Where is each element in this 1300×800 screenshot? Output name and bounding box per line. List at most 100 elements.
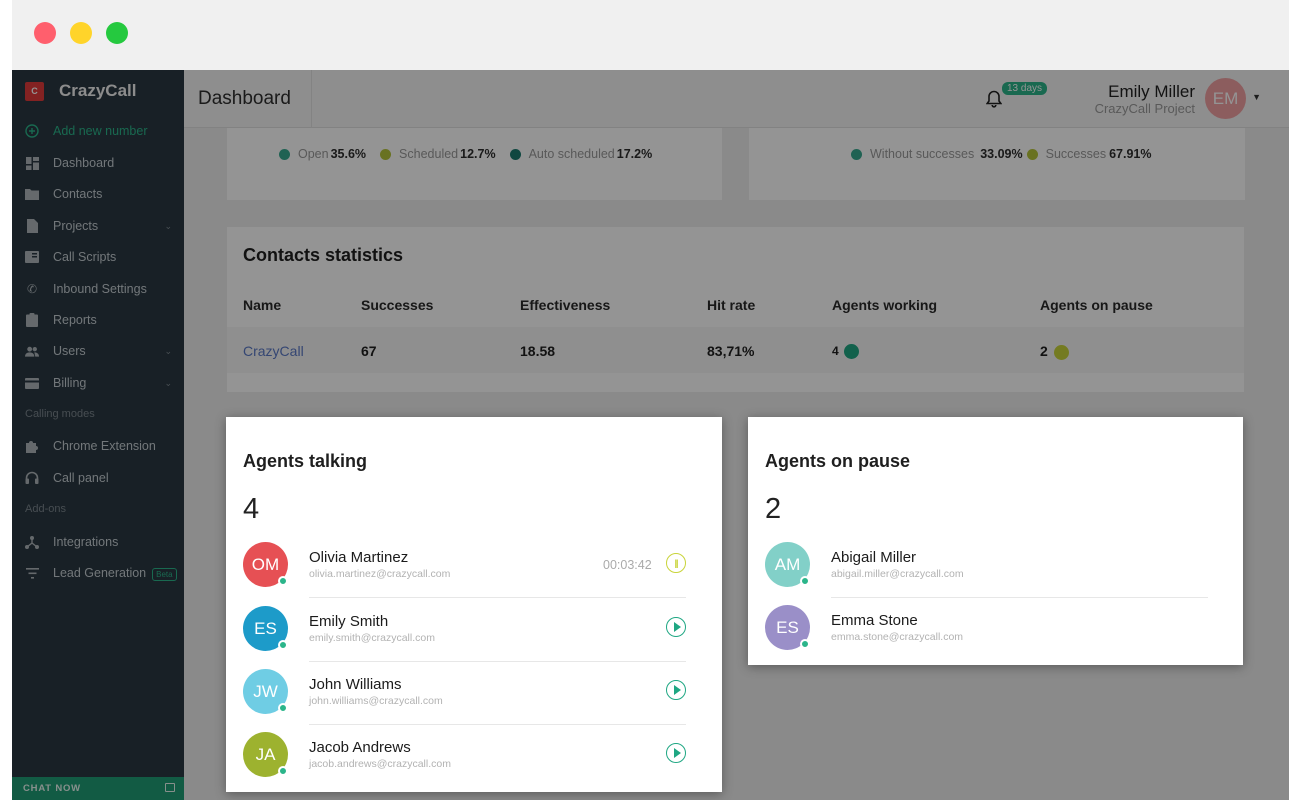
agent-email: emily.smith@crazycall.com — [309, 632, 435, 644]
list-item: ES Emma Stone emma.stone@crazycall.com — [748, 605, 1243, 668]
agents-on-pause-count: 2 — [765, 493, 782, 525]
maximize-window-button[interactable] — [106, 22, 128, 44]
user-name[interactable]: Emily Miller — [1108, 82, 1195, 101]
chat-now-label: CHAT NOW — [23, 783, 81, 794]
agent-email: olivia.martinez@crazycall.com — [309, 568, 451, 580]
legend-dot-auto-scheduled — [509, 148, 521, 160]
sidebar-item-call-panel[interactable]: Call panel — [12, 464, 184, 492]
add-new-number-button[interactable]: Add new number — [12, 117, 184, 145]
sidebar-item-label: Chrome Extension — [53, 439, 156, 453]
sidebar-item-label: Inbound Settings — [53, 282, 147, 296]
cell-hit-rate: 83,71% — [707, 343, 755, 359]
list-item: ES Emily Smith emily.smith@crazycall.com — [226, 606, 721, 669]
sidebar-item-label: Billing — [53, 376, 87, 390]
page-title: Dashboard — [198, 88, 291, 109]
online-status-dot — [278, 640, 288, 650]
sidebar-item-users[interactable]: Users ⌄ — [12, 337, 184, 365]
legend-dot-open — [279, 148, 290, 160]
divider — [311, 70, 312, 128]
success-legend: Without successes 33.09% Successes 67.91… — [851, 147, 1165, 161]
section-label-calling-modes: Calling modes — [25, 408, 95, 420]
chat-window-icon — [165, 783, 175, 792]
puzzle-icon — [25, 439, 39, 453]
status-chart-card — [227, 128, 722, 200]
integrations-icon — [25, 535, 39, 549]
agents-talking-card: Agents talking 4 OM Olivia Martinez oliv… — [226, 417, 722, 792]
sidebar-item-chrome-extension[interactable]: Chrome Extension — [12, 432, 184, 460]
agent-email: emma.stone@crazycall.com — [831, 631, 964, 643]
agent-name: Abigail Miller — [831, 549, 917, 566]
dashboard-icon — [25, 156, 39, 170]
column-header-agents-working: Agents working — [832, 297, 938, 313]
brand-name: CrazyCall — [59, 81, 137, 100]
window-titlebar — [12, 0, 1289, 70]
agent-email: jacob.andrews@crazycall.com — [309, 758, 451, 770]
online-status-dot — [278, 703, 288, 713]
sidebar-item-call-scripts[interactable]: Call Scripts — [12, 243, 184, 271]
list-item: OM Olivia Martinez olivia.martinez@crazy… — [226, 542, 721, 605]
user-project: CrazyCall Project — [1094, 101, 1195, 116]
online-status-dot — [800, 576, 810, 586]
column-header-successes: Successes — [361, 297, 434, 313]
sidebar-item-label: Projects — [53, 219, 99, 233]
sidebar-item-label: Dashboard — [53, 156, 115, 170]
sidebar-item-dashboard[interactable]: Dashboard — [12, 149, 184, 177]
table-row — [227, 327, 1244, 373]
headset-icon — [25, 471, 39, 485]
sidebar-item-reports[interactable]: Reports — [12, 306, 184, 334]
bell-icon[interactable] — [985, 90, 1003, 108]
list-item: JW John Williams john.williams@crazycall… — [226, 669, 721, 732]
column-header-agents-on-pause: Agents on pause — [1040, 297, 1153, 313]
section-label-add-ons: Add-ons — [25, 503, 66, 515]
sidebar-item-contacts[interactable]: Contacts — [12, 180, 184, 208]
sidebar-item-lead-generation[interactable]: Lead Generation Beta — [12, 559, 184, 587]
play-icon[interactable] — [666, 617, 686, 637]
avatar: AM — [765, 542, 810, 587]
legend-value: 35.6% — [330, 147, 367, 161]
legend-label: Auto scheduled — [528, 147, 615, 161]
legend-value: 12.7% — [460, 147, 496, 161]
play-icon[interactable] — [666, 680, 686, 700]
agents-working-count: 4 — [832, 344, 839, 358]
lead-generation-label: Lead Generation — [53, 566, 147, 580]
online-status-dot — [278, 576, 288, 586]
sidebar-item-label: Contacts — [53, 187, 103, 201]
sidebar-item-integrations[interactable]: Integrations — [12, 528, 184, 556]
list-item: AM Abigail Miller abigail.miller@crazyca… — [748, 542, 1243, 605]
agent-email: john.williams@crazycall.com — [309, 695, 443, 707]
legend-dot-without-successes — [851, 148, 862, 160]
divider — [309, 724, 686, 725]
sidebar-item-label: Call Scripts — [53, 250, 117, 264]
agent-email: abigail.miller@crazycall.com — [831, 568, 964, 580]
avatar: JA — [243, 732, 288, 777]
play-icon[interactable] — [666, 743, 686, 763]
agents-talking-count: 4 — [243, 493, 260, 525]
minimize-window-button[interactable] — [70, 22, 92, 44]
pause-icon[interactable]: || — [666, 553, 686, 573]
user-avatar[interactable]: EM — [1205, 78, 1246, 119]
sidebar-item-label: Lead Generation Beta — [53, 566, 177, 581]
caret-down-icon[interactable]: ▼ — [1252, 92, 1261, 102]
sidebar-item-projects[interactable]: Projects ⌄ — [12, 212, 184, 240]
agent-name: Jacob Andrews — [309, 739, 411, 756]
brand[interactable]: C CrazyCall — [25, 80, 136, 102]
agents-on-pause-card: Agents on pause 2 AM Abigail Miller abig… — [748, 417, 1243, 665]
cell-agents-working: 4 — [832, 344, 860, 360]
chevron-down-icon: ⌄ — [164, 220, 172, 231]
chat-now-button[interactable]: CHAT NOW — [12, 777, 184, 800]
status-legend: Open 35.6% Scheduled 12.7% Auto schedule… — [279, 147, 666, 161]
agent-name: John Williams — [309, 676, 402, 693]
online-status-dot — [278, 766, 288, 776]
agents-on-pause-title: Agents on pause — [765, 451, 911, 471]
project-link[interactable]: CrazyCall — [243, 343, 304, 359]
agents-on-pause-count: 2 — [1040, 343, 1048, 359]
users-icon — [25, 344, 39, 358]
credit-card-icon — [25, 376, 39, 390]
sidebar-item-label: Integrations — [53, 535, 119, 549]
agent-name: Emily Smith — [309, 613, 389, 630]
close-window-button[interactable] — [34, 22, 56, 44]
sidebar-item-billing[interactable]: Billing ⌄ — [12, 369, 184, 397]
contacts-statistics-title: Contacts statistics — [243, 245, 404, 265]
cell-agents-on-pause: 2 — [1040, 343, 1069, 360]
sidebar-item-inbound-settings[interactable]: ✆ Inbound Settings — [12, 275, 184, 303]
